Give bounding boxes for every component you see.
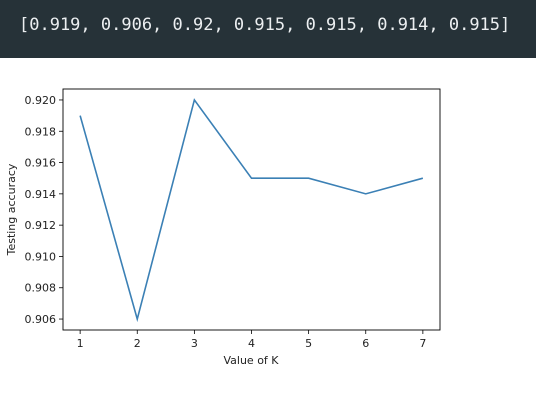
accuracy-line-chart: 1 2 3 4 5 6 7 0.906 0.908 0.910 0.912 0.914 0.916 0.9… (5, 88, 441, 367)
y-axis-label: Testing accuracy (5, 163, 18, 256)
x-tick-label: 4 (248, 337, 255, 350)
x-tick-label: 2 (134, 337, 141, 350)
y-tick-label: 0.916 (25, 157, 57, 170)
x-tick-label: 7 (419, 337, 426, 350)
x-tick-label: 6 (362, 337, 369, 350)
x-axis-label: Value of K (223, 354, 279, 367)
x-tick-label: 3 (191, 337, 198, 350)
cell-output-bar: [0.919, 0.906, 0.92, 0.915, 0.915, 0.914… (0, 0, 536, 58)
plot-frame (62, 88, 441, 331)
y-tick-label: 0.906 (25, 313, 57, 326)
chart-container: 1 2 3 4 5 6 7 0.906 0.908 0.910 0.912 0.914 0.916 0.9… (0, 58, 536, 416)
series-line (79, 98, 424, 323)
x-tick-label: 5 (305, 337, 312, 350)
y-tick-label: 0.910 (25, 250, 57, 263)
y-tick-label: 0.920 (25, 94, 57, 107)
y-tick-label: 0.912 (25, 219, 57, 232)
y-tick-label: 0.914 (25, 188, 57, 201)
x-tick-label: 1 (77, 337, 84, 350)
axis-ticks: 1 2 3 4 5 6 7 0.906 0.908 0.910 0.912 0.914 0.916 0.9… (25, 94, 427, 350)
cell-output-text: [0.919, 0.906, 0.92, 0.915, 0.915, 0.914… (19, 15, 511, 35)
y-tick-label: 0.908 (25, 282, 57, 295)
y-tick-label: 0.918 (25, 125, 57, 138)
